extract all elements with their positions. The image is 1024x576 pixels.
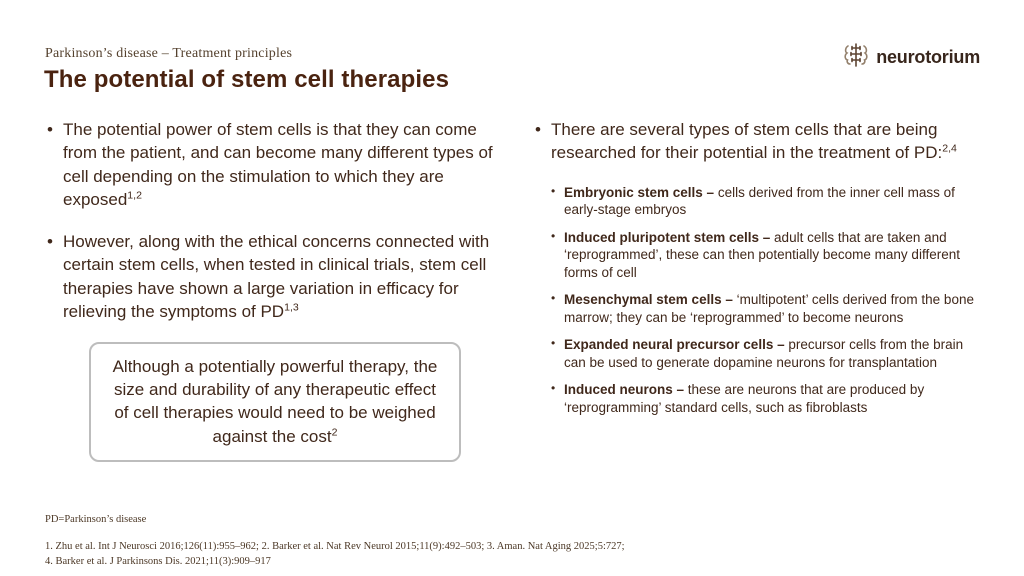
list-item-induced-neurons: Induced neurons – these are neurons that… bbox=[549, 381, 988, 416]
term-description: precursor cells from the brain can be us… bbox=[564, 337, 964, 370]
term-description: ‘multipotent’ cells derived from the bon… bbox=[564, 292, 974, 325]
list-item-induced-pluripotent: Induced pluripotent stem cells – adult c… bbox=[549, 229, 988, 282]
callout-box: Although a potentially powerful therapy,… bbox=[89, 342, 461, 462]
bullet-text: However, along with the ethical concerns… bbox=[63, 232, 490, 321]
logo-wordmark: neurotorium bbox=[876, 47, 980, 67]
content-columns: The potential power of stem cells is tha… bbox=[45, 118, 988, 462]
bullet-stem-cell-types-intro: There are several types of stem cells th… bbox=[533, 118, 988, 165]
bullet-text: The potential power of stem cells is tha… bbox=[63, 120, 493, 209]
stem-cell-type-list: Embryonic stem cells – cells derived fro… bbox=[549, 184, 988, 417]
term-description: adult cells that are taken and ‘reprogra… bbox=[564, 229, 960, 280]
callout-text: Although a potentially powerful therapy,… bbox=[112, 357, 438, 446]
term-label: Induced neurons – bbox=[564, 382, 688, 398]
term-label: Induced pluripotent stem cells – bbox=[564, 229, 775, 245]
bullet-ethical-concerns: However, along with the ethical concerns… bbox=[45, 230, 497, 323]
right-column: There are several types of stem cells th… bbox=[533, 118, 988, 462]
reference-line: 4. Barker et al. J Parkinsons Dis. 2021;… bbox=[45, 556, 271, 568]
right-bullet-list: There are several types of stem cells th… bbox=[533, 118, 988, 165]
bullet-stem-cell-power: The potential power of stem cells is tha… bbox=[45, 118, 497, 211]
left-bullet-list: The potential power of stem cells is tha… bbox=[45, 118, 497, 323]
list-item-embryonic: Embryonic stem cells – cells derived fro… bbox=[549, 184, 988, 219]
left-column: The potential power of stem cells is tha… bbox=[45, 118, 497, 462]
reference-superscript: 1,3 bbox=[284, 301, 299, 314]
reference-superscript: 1,2 bbox=[127, 189, 142, 202]
term-description: these are neurons that are produced by ‘… bbox=[564, 382, 925, 416]
term-label: Embryonic stem cells – bbox=[564, 184, 718, 200]
term-label: Mesenchymal stem cells – bbox=[564, 292, 737, 308]
reference-list: 1. Zhu et al. Int J Neurosci 2016;126(11… bbox=[45, 539, 625, 569]
reference-line: 1. Zhu et al. Int J Neurosci 2016;126(11… bbox=[45, 541, 625, 552]
breadcrumb: Parkinson’s disease – Treatment principl… bbox=[45, 46, 293, 61]
bullet-text: There are several types of stem cells th… bbox=[551, 120, 943, 163]
reference-superscript: 2 bbox=[331, 425, 338, 438]
page-title: The potential of stem cell therapies bbox=[44, 66, 450, 93]
brain-circuit-icon bbox=[841, 40, 871, 75]
list-item-expanded-neural: Expanded neural precursor cells – precur… bbox=[549, 336, 988, 371]
neurotorium-logo: neurotorium bbox=[841, 40, 980, 75]
term-description: cells derived from the inner cell mass o… bbox=[564, 184, 955, 218]
abbreviation-note: PD=Parkinson’s disease bbox=[45, 514, 147, 525]
term-label: Expanded neural precursor cells – bbox=[564, 337, 789, 353]
list-item-mesenchymal: Mesenchymal stem cells – ‘multipotent’ c… bbox=[549, 291, 988, 326]
reference-superscript: 2,4 bbox=[942, 142, 957, 155]
